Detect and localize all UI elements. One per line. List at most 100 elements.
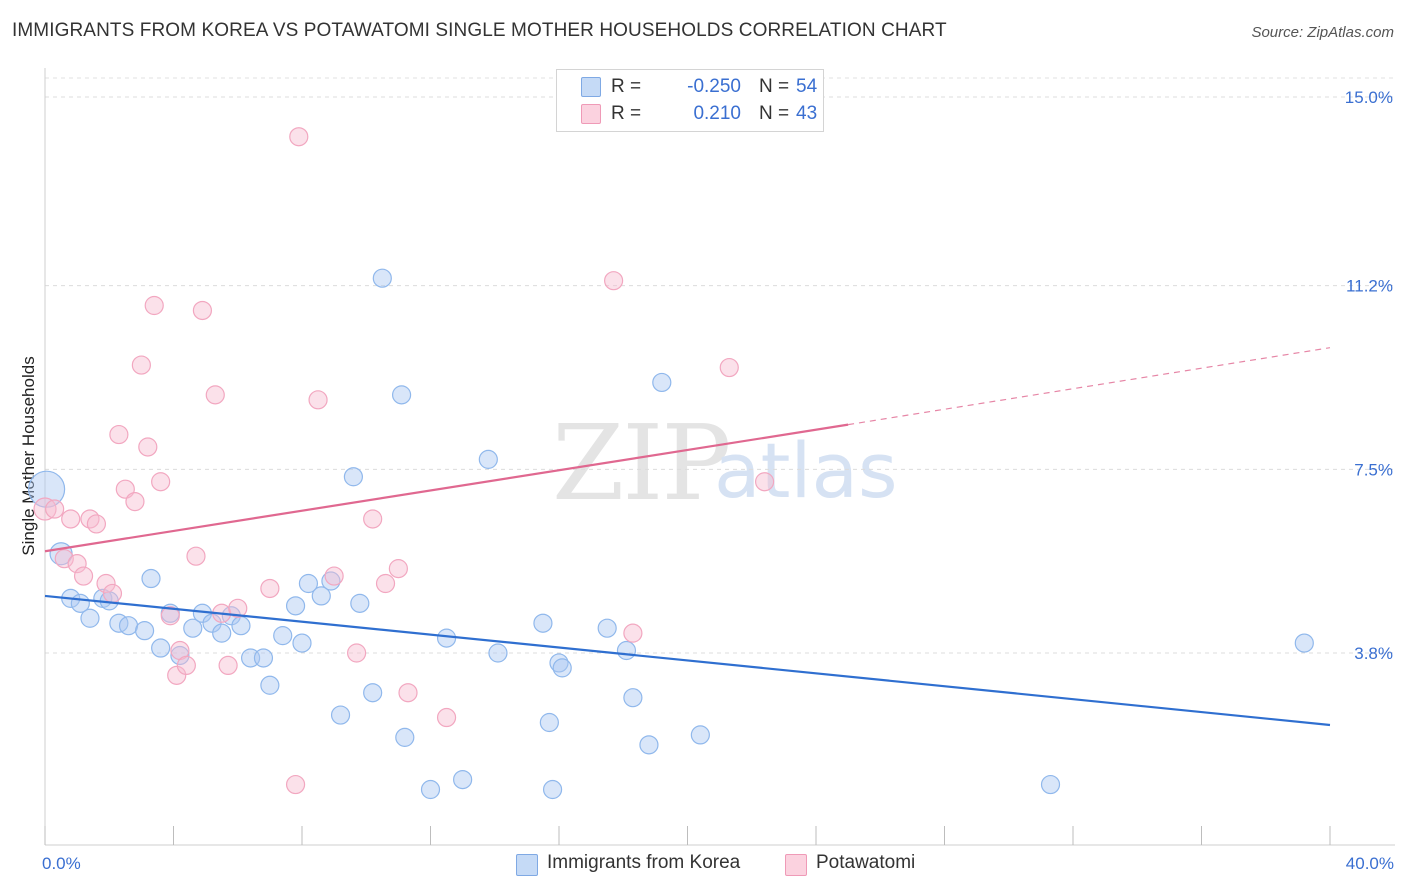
korea-point-53 xyxy=(1294,633,1314,653)
potawatomi-point-21 xyxy=(186,546,206,566)
potawatomi-point-6 xyxy=(80,509,100,529)
legend-r-value-potawatomi: 0.210 xyxy=(693,103,741,124)
korea-point-17 xyxy=(212,623,232,643)
korea-point-36 xyxy=(420,779,441,800)
y-tick-label-3: 15.0% xyxy=(1345,88,1393,107)
korea-point-34 xyxy=(391,385,412,405)
potawatomi-point-27 xyxy=(260,578,280,599)
potawatomi-point-4 xyxy=(67,554,87,574)
potawatomi-point-25 xyxy=(218,655,238,676)
potawatomi-point-9 xyxy=(102,583,123,604)
korea-point-47 xyxy=(616,640,637,661)
korea-point-33 xyxy=(372,268,392,288)
chart-source: Source: ZipAtlas.com xyxy=(1251,24,1394,41)
legend-r-label: R = xyxy=(611,76,642,97)
legend-n-value-potawatomi: 43 xyxy=(796,103,818,124)
korea-point-49 xyxy=(639,735,659,755)
potawatomi-point-42 xyxy=(754,472,775,492)
legend-swatch-potawatomi xyxy=(581,104,601,124)
korea-point-37 xyxy=(436,628,457,648)
legend-swatch-korea xyxy=(581,77,601,97)
korea-point-39 xyxy=(478,449,498,469)
korea-point-26 xyxy=(298,573,319,594)
korea-point-16 xyxy=(202,613,222,633)
y-tick-label-1: 7.5% xyxy=(1354,460,1393,479)
korea-point-32 xyxy=(363,683,383,703)
korea-point-24 xyxy=(285,596,306,616)
potawatomi-point-22 xyxy=(192,300,213,321)
korea-point-19 xyxy=(231,616,251,636)
korea-point-11 xyxy=(151,638,171,658)
korea-point-22 xyxy=(260,675,280,695)
potawatomi-point-0 xyxy=(33,497,57,521)
potawatomi-point-39 xyxy=(623,623,643,643)
potawatomi-point-13 xyxy=(131,355,151,375)
korea-point-10 xyxy=(141,568,161,589)
potawatomi-point-17 xyxy=(160,606,180,626)
potawatomi-point-14 xyxy=(138,437,158,457)
bottom-legend-label-potawatomi: Potawatomi xyxy=(816,852,916,873)
korea-point-38 xyxy=(453,769,473,790)
potawatomi-point-3 xyxy=(61,509,81,529)
potawatomi-point-34 xyxy=(375,573,396,594)
y-tick-label-0: 3.8% xyxy=(1354,644,1393,663)
legend-n-label: N = xyxy=(759,76,790,97)
korea-point-0 xyxy=(28,470,66,508)
potawatomi-point-30 xyxy=(308,390,328,410)
bottom-legend-swatch-korea xyxy=(516,854,538,876)
potawatomi-point-8 xyxy=(96,573,116,594)
potawatomi-point-18 xyxy=(167,665,187,685)
korea-point-48 xyxy=(623,688,643,708)
legend-n-value-korea: 54 xyxy=(796,76,818,97)
korea-point-13 xyxy=(170,645,190,666)
bottom-legend-swatch-potawatomi xyxy=(785,854,807,876)
potawatomi-point-10 xyxy=(109,424,129,445)
korea-point-50 xyxy=(652,372,672,393)
korea-point-45 xyxy=(552,658,572,678)
korea-point-25 xyxy=(292,633,312,653)
potawatomi-point-26 xyxy=(228,598,248,618)
potawatomi-point-36 xyxy=(398,683,418,703)
y-tick-label-2: 11.2% xyxy=(1346,277,1393,296)
chart-title: IMMIGRANTS FROM KOREA VS POTAWATOMI SING… xyxy=(12,20,947,41)
potawatomi-point-7 xyxy=(86,514,107,534)
korea-trend-line xyxy=(44,594,1331,727)
potawatomi-trend-line xyxy=(44,423,849,553)
korea-point-52 xyxy=(1040,774,1061,795)
korea-point-9 xyxy=(134,621,155,641)
potawatomi-point-29 xyxy=(289,127,309,147)
korea-point-4 xyxy=(80,608,100,628)
potawatomi-point-40 xyxy=(719,357,739,378)
korea-point-42 xyxy=(539,712,559,733)
potawatomi-point-31 xyxy=(324,566,344,586)
bottom-legend-label-korea: Immigrants from Korea xyxy=(547,852,741,873)
legend-r-label: R = xyxy=(611,103,642,124)
x-tick-label-1: 40.0% xyxy=(1346,854,1394,873)
legend-n-label: N = xyxy=(759,103,790,124)
potawatomi-point-38 xyxy=(604,271,624,291)
korea-point-8 xyxy=(118,616,139,636)
korea-point-14 xyxy=(183,618,203,638)
potawatomi-point-23 xyxy=(205,385,225,405)
stats-legend: R = -0.250 N = 54 R = 0.210 N = 43 xyxy=(556,69,824,132)
korea-point-46 xyxy=(597,618,617,638)
korea-point-29 xyxy=(330,705,351,725)
korea-point-43 xyxy=(542,779,563,800)
potawatomi-point-1 xyxy=(45,499,65,519)
potawatomi-point-33 xyxy=(363,509,383,529)
potawatomi-point-28 xyxy=(285,774,306,795)
korea-point-51 xyxy=(690,725,710,745)
korea-point-31 xyxy=(350,593,370,613)
potawatomi-point-15 xyxy=(144,295,164,316)
watermark-zip: ZIP xyxy=(552,402,731,524)
potawatomi-trend-extension xyxy=(848,347,1331,426)
x-tick-label-0: 0.0% xyxy=(42,854,81,873)
potawatomi-point-12 xyxy=(125,491,145,512)
potawatomi-point-37 xyxy=(436,707,457,728)
korea-point-30 xyxy=(343,467,363,487)
korea-point-27 xyxy=(311,586,331,606)
korea-point-35 xyxy=(395,727,415,747)
potawatomi-point-5 xyxy=(73,566,94,586)
potawatomi-point-2 xyxy=(54,549,74,569)
potawatomi-point-35 xyxy=(388,559,408,579)
